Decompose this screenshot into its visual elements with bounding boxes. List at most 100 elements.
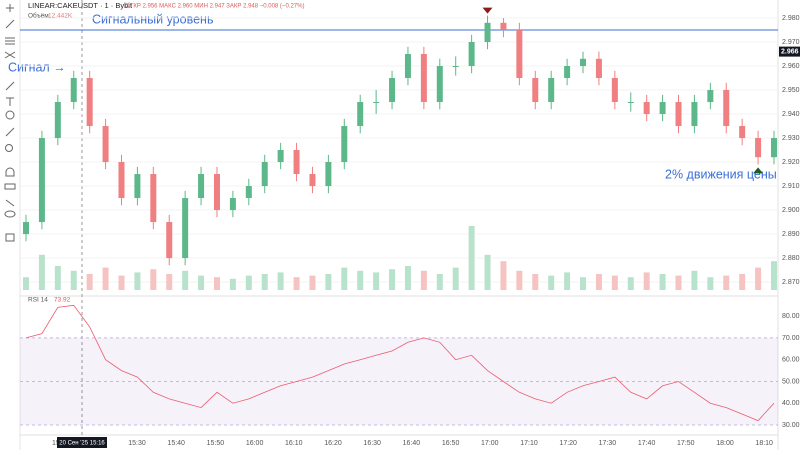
- candle-body: [389, 78, 396, 103]
- volume-bar: [723, 275, 730, 290]
- candle-body: [707, 90, 714, 103]
- candle-body: [452, 66, 459, 68]
- time-label: 16:30: [363, 440, 381, 447]
- volume-bar: [468, 226, 475, 290]
- volume-bar: [150, 269, 157, 290]
- time-label: 17:20: [559, 440, 577, 447]
- volume-bar: [755, 267, 762, 290]
- volume-bar: [213, 277, 220, 290]
- rsi-tick-label: 30.00: [782, 422, 800, 429]
- candle-body: [532, 78, 539, 103]
- candle-body: [23, 222, 29, 235]
- candle-body: [38, 138, 45, 223]
- volume-bar: [373, 272, 380, 290]
- candle-body: [500, 22, 507, 31]
- candle-body: [611, 78, 618, 103]
- candle-body: [771, 138, 777, 158]
- level-annotation: Сигнальный уровень: [92, 12, 213, 26]
- volume-bar: [739, 274, 746, 290]
- symbol: LINEAR:CAKEUSDT · 1 · Bybit: [28, 1, 133, 10]
- candle-body: [595, 58, 602, 79]
- rsi-tick-label: 70.00: [782, 335, 800, 342]
- candle-body: [468, 42, 475, 67]
- candle-body: [675, 102, 682, 127]
- volume-bar: [293, 277, 300, 290]
- crosshair-tag: [57, 437, 107, 448]
- candle-body: [420, 54, 427, 103]
- volume-bar: [23, 277, 29, 290]
- candle-body: [86, 78, 93, 127]
- volume-bar: [70, 270, 77, 290]
- time-label: 15: [52, 440, 60, 447]
- time-label: 16:40: [403, 440, 421, 447]
- candle-body: [54, 102, 61, 139]
- volume-bar: [643, 272, 650, 290]
- price-label: 2.960: [782, 63, 800, 70]
- volume-bar: [182, 270, 189, 290]
- time-label: 16:20: [324, 440, 342, 447]
- price-label: 2.970: [782, 39, 800, 46]
- volume-bar: [404, 266, 411, 290]
- time-label: 18:10: [755, 440, 773, 447]
- candle-body: [325, 162, 332, 187]
- volume-bar: [389, 269, 396, 290]
- volume-bar: [500, 261, 507, 290]
- candle-body: [357, 102, 364, 127]
- candle-body: [580, 58, 587, 67]
- candle-body: [70, 78, 77, 103]
- price-label: 2.890: [782, 231, 800, 238]
- time-label: 16:10: [285, 440, 303, 447]
- candle-body: [118, 162, 125, 199]
- volume-bar: [118, 275, 125, 290]
- volume-bar: [771, 261, 777, 290]
- candle-body: [261, 162, 268, 187]
- signal-annotation: Сигнал →: [8, 60, 66, 74]
- candle-body: [182, 198, 189, 259]
- volume-bar: [261, 274, 268, 290]
- current-price: 2.966: [781, 48, 799, 55]
- buy-marker: [753, 167, 764, 174]
- candle-body: [484, 22, 491, 43]
- candle-body: [691, 102, 698, 127]
- price-label: 2.940: [782, 111, 800, 118]
- volume-bar: [707, 277, 714, 290]
- candle-body: [309, 174, 316, 187]
- time-label: 16:00: [246, 440, 264, 447]
- toolbar: [0, 0, 20, 450]
- volume-bar: [357, 270, 364, 290]
- candle-body: [166, 222, 173, 259]
- time-label: 15:50: [207, 440, 225, 447]
- volume-bar: [452, 267, 459, 290]
- current-price-tag: [779, 46, 800, 57]
- price-label: 2.870: [782, 279, 800, 286]
- volume-bar: [564, 272, 571, 290]
- volume-bar: [627, 277, 634, 290]
- volume-bar: [341, 267, 348, 290]
- volume-bar: [691, 270, 698, 290]
- volume-bar: [548, 275, 555, 290]
- volume-value: 12.442K: [48, 13, 73, 20]
- candle-body: [723, 90, 730, 127]
- time-label: 17:30: [599, 440, 617, 447]
- rsi-label: RSI 14: [28, 297, 48, 304]
- move-annotation: 2% движения цены: [665, 167, 777, 181]
- volume-label: Объём: [28, 12, 49, 20]
- time-label: 16:50: [442, 440, 460, 447]
- rsi-tick-label: 50.00: [782, 378, 800, 385]
- candle-body: [341, 126, 348, 163]
- toolbar-icons[interactable]: [4, 4, 16, 242]
- volume-bar: [277, 272, 284, 290]
- volume-bar: [245, 275, 252, 290]
- candle-body: [277, 150, 284, 163]
- candle-body: [150, 174, 157, 223]
- price-label: 2.980: [782, 15, 800, 22]
- time-label: 18:00: [716, 440, 734, 447]
- volume-bar: [134, 272, 141, 290]
- candle-body: [404, 54, 411, 79]
- candle-body: [755, 138, 762, 158]
- candle-body: [293, 150, 300, 175]
- volume-bar: [595, 274, 602, 290]
- time-label: 17:40: [638, 440, 656, 447]
- volume-bar: [38, 254, 45, 290]
